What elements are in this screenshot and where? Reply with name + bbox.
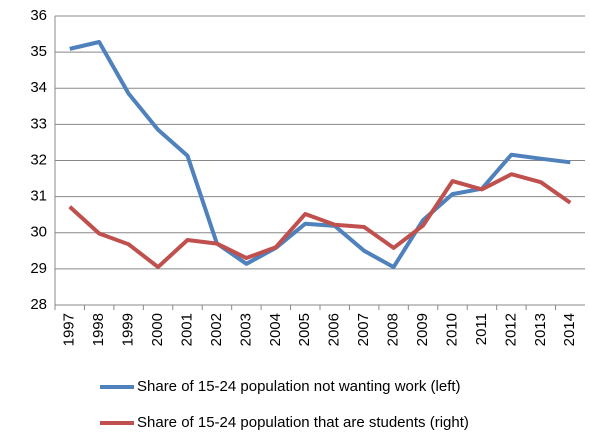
y-tick-label: 32 xyxy=(30,151,47,168)
series-line xyxy=(69,40,571,270)
x-tick-label: 2012 xyxy=(502,313,519,346)
x-tick-label: 1997 xyxy=(61,313,78,346)
legend-label: Share of 15-24 population that are stude… xyxy=(137,414,469,431)
x-tick-label: 2006 xyxy=(326,313,343,346)
y-tick-label: 31 xyxy=(30,188,47,205)
legend-label: Share of 15-24 population not wanting wo… xyxy=(137,378,461,395)
x-tick-label: 1998 xyxy=(90,313,107,346)
x-tick-label: 1999 xyxy=(120,313,137,346)
y-tick-label: 36 xyxy=(30,7,47,24)
x-tick-label: 2003 xyxy=(237,313,254,346)
x-tick-label: 2011 xyxy=(473,313,490,345)
x-tick-label: 2002 xyxy=(208,313,225,346)
x-tick-label: 2001 xyxy=(178,313,195,346)
y-tick-label: 34 xyxy=(30,79,47,96)
x-tick-label: 2007 xyxy=(355,313,372,346)
x-tick-label: 2005 xyxy=(296,313,313,346)
y-tick-label: 28 xyxy=(30,296,47,313)
x-tick-label: 2010 xyxy=(443,313,460,346)
y-tick-label: 30 xyxy=(30,224,47,241)
series-line xyxy=(68,172,572,270)
x-tick-label: 2000 xyxy=(149,313,166,346)
x-tick-label: 2009 xyxy=(414,313,431,346)
x-tick-label: 2013 xyxy=(532,313,549,346)
x-tick-label: 2008 xyxy=(385,313,402,346)
y-tick-label: 29 xyxy=(30,260,47,277)
x-tick-label: 2014 xyxy=(561,313,578,346)
y-tick-label: 35 xyxy=(30,43,47,60)
x-tick-label: 2004 xyxy=(267,313,284,346)
y-tick-label: 33 xyxy=(30,115,47,132)
